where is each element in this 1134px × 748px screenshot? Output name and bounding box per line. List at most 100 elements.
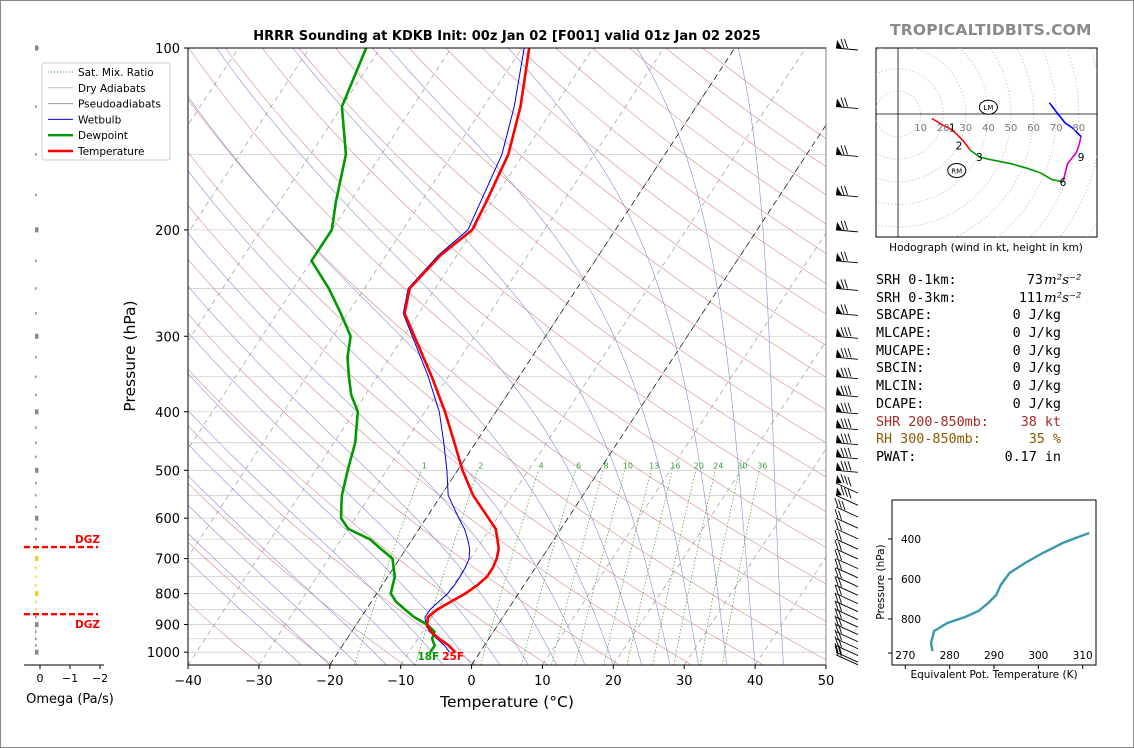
- dry-adiabat: [629, 48, 826, 196]
- hodo-ring-label: 50: [1005, 123, 1018, 134]
- storm-motion-label: RM: [951, 168, 962, 176]
- moist-adiabat: [188, 373, 472, 665]
- wind-barb: [835, 402, 859, 415]
- moist-adiabat: [188, 410, 444, 665]
- temperature-profile: [403, 48, 531, 654]
- isotherm: [188, 48, 310, 234]
- hodo-ring-label: 10: [914, 123, 927, 134]
- moist-adiabat: [292, 48, 671, 665]
- stat-row: RH 300-850mb: 35 %: [876, 431, 1091, 449]
- omega-bar: [35, 441, 37, 444]
- stat-row: SBCAPE: 0 J/kg: [876, 307, 1091, 325]
- dry-adiabat: [225, 48, 826, 548]
- omega-bar: [35, 591, 39, 597]
- y-tick-label: 400: [155, 406, 180, 421]
- hodo-ring-label: 60: [1027, 123, 1040, 134]
- hodo-ring-label: 30: [959, 123, 972, 134]
- wind-barb: [835, 486, 859, 506]
- wind-barb: [834, 576, 859, 596]
- stat-label: SRH 0-3km:: [876, 290, 957, 306]
- omega-tick-label: −2: [92, 672, 108, 685]
- mixing-ratio-label: 20: [694, 461, 704, 470]
- moist-adiabat: [636, 48, 756, 665]
- x-tick-label: 0: [467, 674, 475, 689]
- omega-bar: [35, 575, 37, 578]
- legend: Sat. Mix. Ratio Dry Adiabats Pseudoadiabat…: [41, 62, 171, 161]
- moist-adiabat: [216, 48, 642, 665]
- theta-y-axis-label: Pressure (hPa): [875, 544, 887, 619]
- dry-adiabat: [335, 48, 826, 444]
- omega-bar: [35, 547, 37, 551]
- dry-adiabat: [298, 48, 826, 478]
- dry-adiabat: [188, 313, 621, 665]
- dewpoint-profile: [309, 48, 437, 653]
- y-axis-label: Pressure (hPa): [121, 300, 139, 411]
- omega-bar: [35, 356, 37, 359]
- moist-adiabat: [188, 443, 416, 665]
- mixing-ratio-label: 13: [649, 461, 659, 470]
- brand-watermark: TROPICALTIDBITS.COM: [890, 21, 1092, 39]
- moist-adiabat: [188, 170, 586, 665]
- omega-bar: [35, 409, 39, 415]
- dry-adiabat: [408, 48, 826, 378]
- wind-barb: [835, 473, 859, 494]
- theta-e-frame: [891, 499, 1097, 666]
- stat-row: SBCIN: 0 J/kg: [876, 360, 1091, 378]
- y-tick-label: 200: [155, 224, 180, 239]
- wind-barb: [834, 509, 859, 529]
- stat-label: MLCAPE:: [876, 326, 933, 342]
- legend-label: Sat. Mix. Ratio: [78, 67, 154, 79]
- moist-adiabat: [188, 95, 614, 665]
- theta-x-tick-label: 290: [984, 650, 1004, 662]
- wind-barb: [834, 584, 859, 605]
- x-tick-label: −20: [316, 674, 343, 689]
- omega-bar: [35, 515, 39, 521]
- wetbulb-profile: [402, 48, 525, 653]
- wind-barb: [834, 549, 859, 570]
- wind-barb: [834, 497, 859, 518]
- omega-bar: [35, 566, 37, 570]
- legend-label: Dry Adiabats: [78, 83, 146, 95]
- y-tick-label: 700: [155, 553, 180, 568]
- wind-barb: [834, 519, 859, 540]
- legend-box: [41, 62, 171, 161]
- wind-barb: [834, 558, 859, 579]
- hodo-height-label: 9: [1078, 152, 1085, 164]
- mixing-ratio-line: [550, 470, 604, 665]
- x-tick-label: 40: [747, 674, 764, 689]
- x-tick-label: 50: [818, 674, 835, 689]
- omega-bar: [35, 556, 39, 562]
- omega-tick-label: −1: [62, 672, 78, 685]
- wind-barb: [835, 348, 859, 360]
- stats-table: SRH 0-1km: 73 m²s⁻² SRH 0-3km: 111 m²s⁻² SBCAP…: [876, 272, 1091, 467]
- hodo-height-label: 1: [949, 123, 956, 135]
- omega-bar: [35, 494, 37, 497]
- omega-bar: [35, 287, 37, 290]
- theta-y-tick-label: 400: [901, 534, 921, 546]
- stat-value: 0 J/kg: [1012, 343, 1061, 359]
- omega-bar: [35, 622, 39, 628]
- omega-bar: [35, 259, 37, 263]
- moist-adiabat: [188, 532, 331, 665]
- wind-barb: [835, 433, 859, 446]
- dry-adiabat: [188, 48, 826, 585]
- stat-value: 0.17 in: [1004, 449, 1061, 465]
- isotherm: [258, 48, 665, 665]
- theta-y-tick-label: 600: [901, 574, 921, 586]
- omega-bar: [35, 537, 37, 541]
- omega-bar: [35, 227, 39, 233]
- mixing-ratio-line: [414, 470, 479, 665]
- stat-label: SBCIN:: [876, 361, 925, 377]
- moist-adiabat: [188, 332, 501, 665]
- theta-x-tick-label: 270: [895, 650, 915, 662]
- wind-barb: [834, 645, 859, 666]
- wind-barb: [835, 385, 859, 398]
- stat-label: SRH 0-1km:: [876, 273, 957, 288]
- mixing-ratio-label: 6: [576, 461, 581, 470]
- hodo-trace: [956, 133, 971, 151]
- wind-barb: [835, 461, 859, 473]
- dry-adiabat: [188, 368, 549, 665]
- omega-bar: [35, 455, 37, 459]
- x-axis-label: Temperature (°C): [439, 693, 574, 711]
